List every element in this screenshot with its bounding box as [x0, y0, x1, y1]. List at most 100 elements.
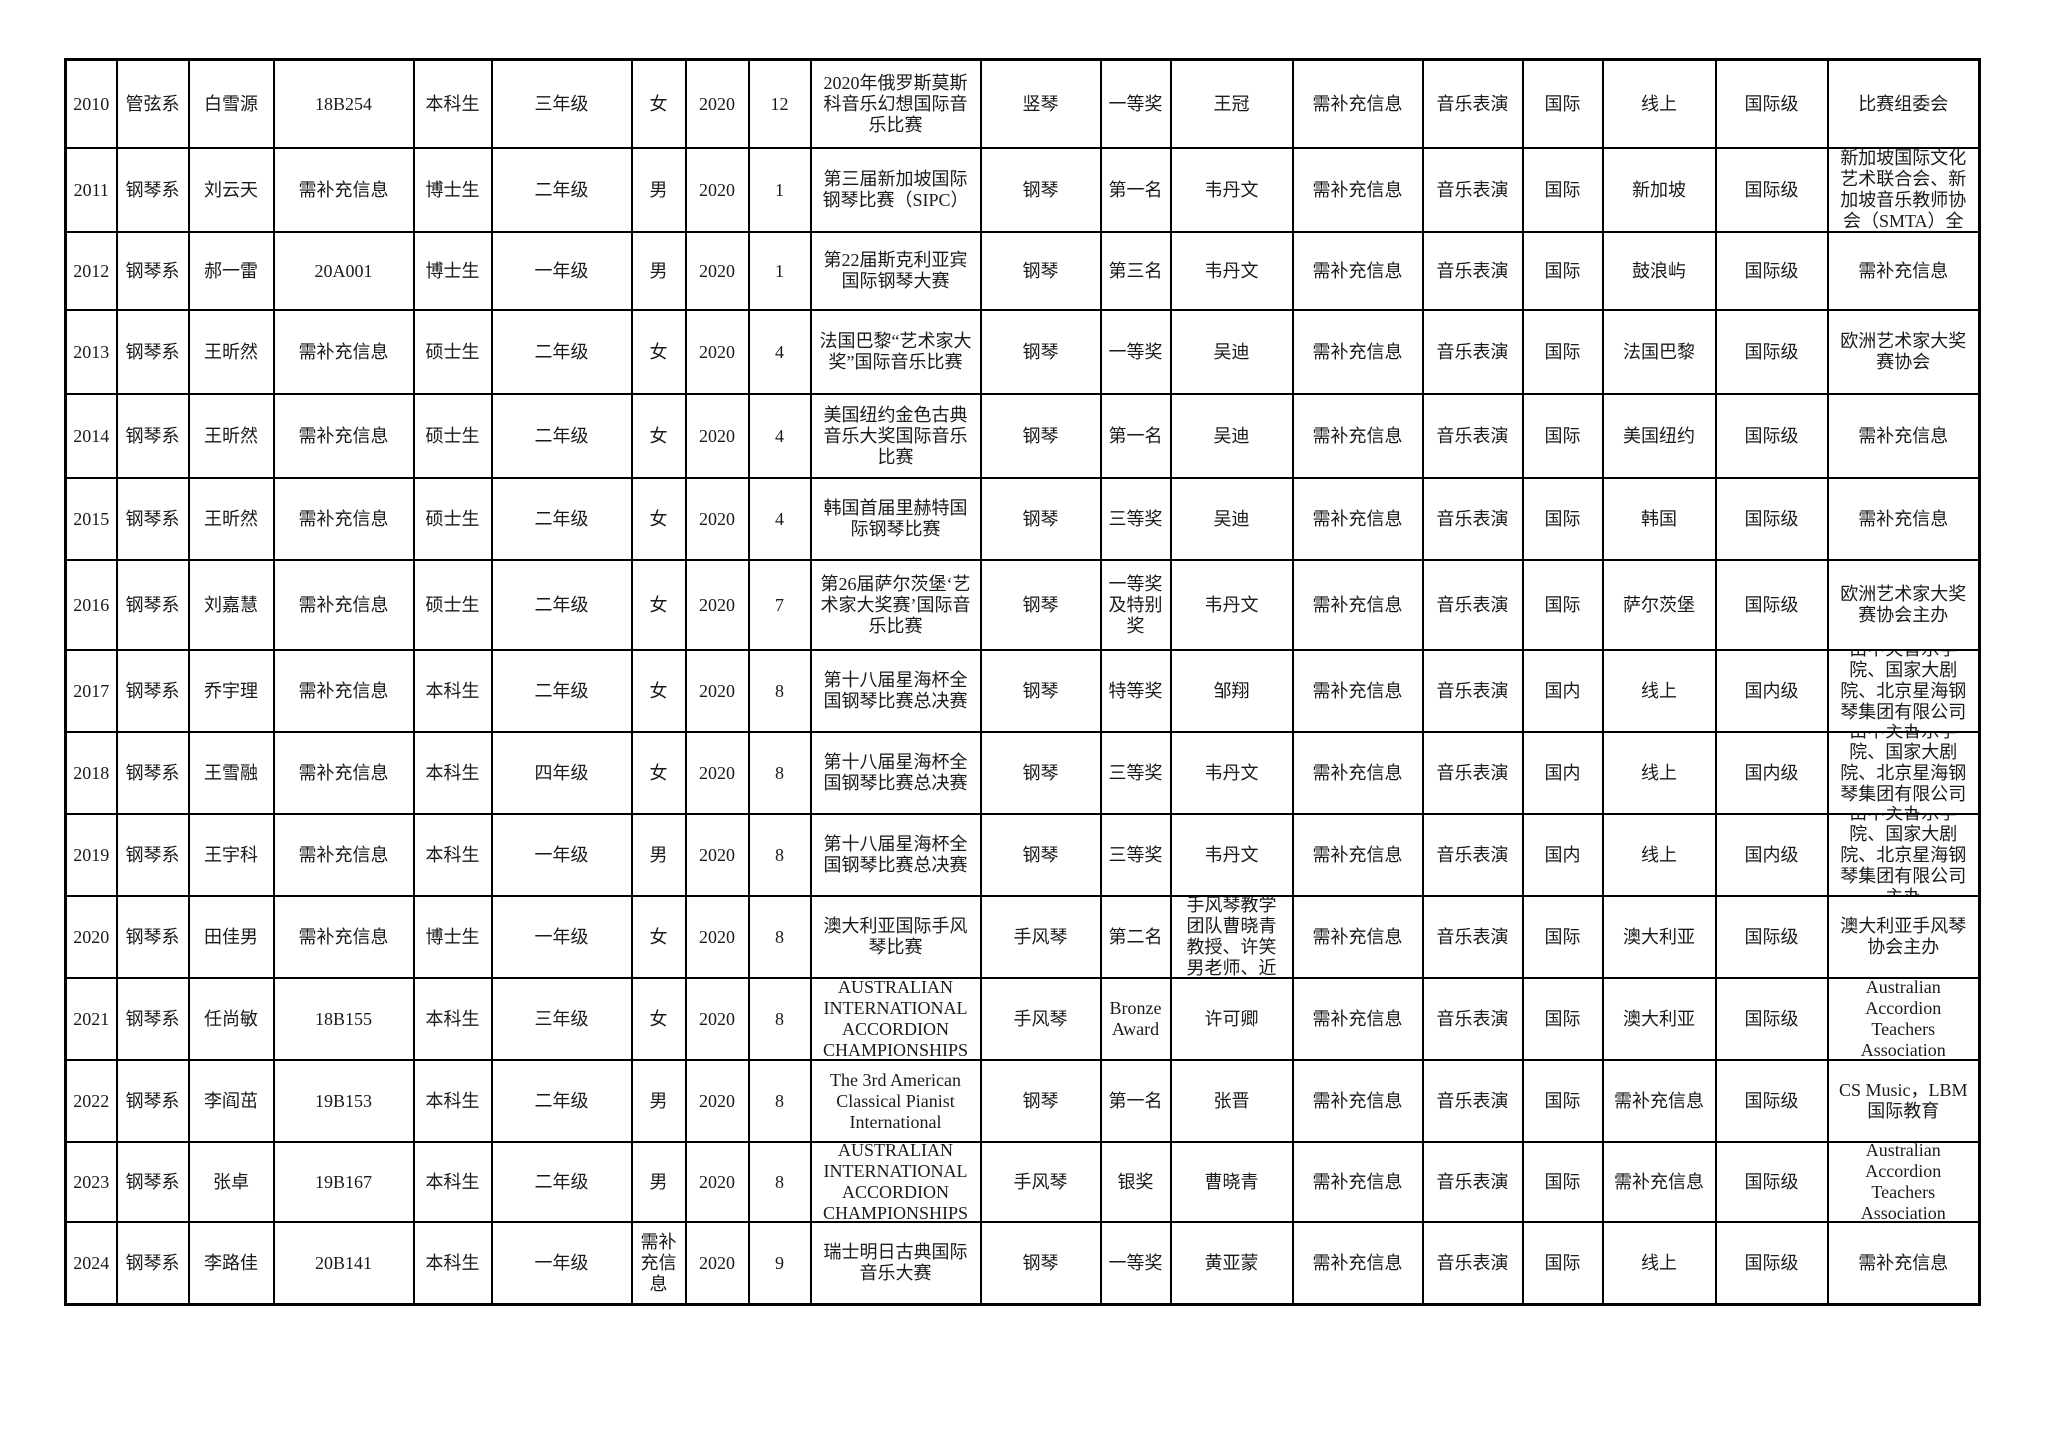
cell-text: 钢琴 — [1022, 1252, 1059, 1273]
cell-location: 线上 — [1601, 58, 1717, 149]
cell-level: 国际级 — [1714, 477, 1829, 561]
cell-organizer: 澳大利亚手风琴协会主办 — [1826, 895, 1981, 979]
cell-grade: 二年级 — [490, 1059, 633, 1143]
cell-text: 国际级 — [1744, 594, 1799, 615]
cell-instrument: 竖琴 — [979, 58, 1102, 149]
cell-year: 2020 — [684, 1059, 750, 1143]
cell-text: 第三名 — [1108, 260, 1163, 281]
cell-text: 博士生 — [425, 926, 480, 947]
cell-text: 吴迪 — [1213, 425, 1250, 446]
cell-name: 王宇科 — [187, 813, 275, 897]
cell-gender: 女 — [630, 477, 687, 561]
cell-text: 手风琴 — [1013, 926, 1068, 947]
cell-year: 2020 — [684, 393, 750, 479]
cell-text: 2023 — [73, 1171, 110, 1192]
cell-scope: 国际 — [1521, 1059, 1604, 1143]
cell-supplement: 需补充信息 — [1291, 1059, 1424, 1143]
cell-text: 音乐表演 — [1436, 594, 1509, 615]
cell-text: 韦丹文 — [1204, 762, 1259, 783]
cell-text: 王冠 — [1213, 93, 1250, 114]
cell-text: 8 — [775, 1090, 784, 1111]
cell-organizer: 欧洲艺术家大奖赛协会主办 — [1826, 559, 1981, 651]
cell-department: 钢琴系 — [115, 1141, 190, 1223]
cell-text: 刘云天 — [204, 179, 258, 200]
cell-gender: 女 — [630, 559, 687, 651]
cell-text: Australian Accordion Teachers Associatio… — [1860, 979, 1946, 1059]
cell-text: 钢琴 — [1022, 341, 1059, 362]
cell-text: 国际级 — [1744, 425, 1799, 446]
cell-text: 女 — [649, 425, 668, 446]
table-row: 2024 钢琴系 李路佳 20B141 本科生 一年级 需补充信息 2020 9 瑞士明日古典国际… — [64, 1221, 1981, 1306]
cell-text: CS Music，LBM 国际教育 — [1838, 1080, 1968, 1121]
cell-text: 2012 — [73, 260, 110, 281]
cell-gender: 男 — [630, 147, 687, 233]
cell-name: 李路佳 — [187, 1221, 275, 1306]
cell-award: 第二名 — [1099, 895, 1172, 979]
cell-text: 王昕然 — [204, 508, 258, 529]
cell-award: 一等奖 — [1099, 58, 1172, 149]
cell-text: 第一名 — [1108, 425, 1163, 446]
cell-name: 王昕然 — [187, 309, 275, 395]
cell-text: 2020 — [699, 179, 735, 200]
cell-teacher: 韦丹文 — [1169, 231, 1294, 311]
cell-text: 需补充信息 — [1858, 508, 1949, 529]
cell-teacher: 黄亚蒙 — [1169, 1221, 1294, 1306]
cell-category: 音乐表演 — [1421, 58, 1524, 149]
award-records-table: 2010 管弦系 白雪源 18B254 本科生 三年级女 2020 12 2020年俄罗斯莫斯科… — [64, 58, 1981, 1306]
cell-text: 第十八届星海杯全国钢琴比赛总决赛 — [823, 752, 968, 793]
cell-text: 2020 — [699, 260, 735, 281]
cell-text: 音乐表演 — [1436, 762, 1509, 783]
cell-gender: 女 — [630, 58, 687, 149]
cell-text: 国际级 — [1744, 926, 1799, 947]
cell-text: 二年级 — [534, 680, 589, 701]
table-row: 2015 钢琴系 王昕然 需补充信息 硕士生 二年级 女 2020 4 韩国首届里赫特国际钢琴比赛… — [64, 477, 1981, 561]
cell-text: 2020 — [699, 341, 735, 362]
cell-text: 音乐表演 — [1436, 341, 1509, 362]
cell-text: 2017 — [73, 680, 110, 701]
cell-category: 音乐表演 — [1421, 309, 1524, 395]
cell-location: 需补充信息 — [1601, 1059, 1717, 1143]
cell-text: 需补充信息 — [298, 926, 389, 947]
cell-year: 2020 — [684, 1221, 750, 1306]
cell-text: 需补充信息 — [1312, 1171, 1403, 1192]
cell-text: 法国巴黎“艺术家大奖”国际音乐比赛 — [819, 331, 972, 372]
cell-text: 硕士生 — [425, 425, 480, 446]
cell-id: 2023 — [64, 1141, 118, 1223]
cell-text: 需补充信息 — [1312, 762, 1403, 783]
cell-text: 韩国首届里赫特国际钢琴比赛 — [823, 498, 968, 539]
table-row: 2010 管弦系 白雪源 18B254 本科生 三年级 女 2020 12 2020年俄罗斯莫斯科… — [64, 58, 1981, 149]
cell-student_id: 18B155 — [272, 977, 415, 1061]
cell-level: 国际级 — [1714, 559, 1829, 651]
cell-gender: 女 — [630, 393, 687, 479]
cell-student_id: 需补充信息 — [272, 309, 415, 395]
cell-text: 国际 — [1544, 1171, 1581, 1192]
cell-supplement: 需补充信息 — [1291, 977, 1424, 1061]
cell-text: 7 — [775, 594, 784, 615]
cell-text: 三等奖 — [1108, 762, 1163, 783]
cell-text: 钢琴系 — [125, 179, 180, 200]
cell-text: 国际级 — [1744, 341, 1799, 362]
cell-scope: 国际 — [1521, 309, 1604, 395]
cell-teacher: 韦丹文 — [1169, 559, 1294, 651]
cell-text: 钢琴系 — [125, 844, 180, 865]
cell-competition: 第十八届星海杯全国钢琴比赛总决赛 — [809, 649, 982, 733]
cell-text: 比赛组委会 — [1858, 93, 1949, 114]
cell-text: 韩国 — [1641, 508, 1677, 529]
cell-supplement: 需补充信息 — [1291, 309, 1424, 395]
cell-text: 2018 — [73, 762, 110, 783]
cell-text: 音乐表演 — [1436, 1171, 1509, 1192]
cell-text: 国内级 — [1744, 762, 1799, 783]
cell-text: 新加坡 — [1632, 179, 1686, 200]
cell-year: 2020 — [684, 895, 750, 979]
cell-text: 需补充信息 — [1312, 508, 1403, 529]
cell-supplement: 需补充信息 — [1291, 231, 1424, 311]
cell-location: 线上 — [1601, 731, 1717, 815]
cell-text: 张卓 — [213, 1171, 249, 1192]
cell-gender: 男 — [630, 1141, 687, 1223]
cell-id: 2019 — [64, 813, 118, 897]
cell-organizer: 欧洲艺术家大奖赛协会 — [1826, 309, 1981, 395]
cell-text: 国际级 — [1744, 93, 1799, 114]
cell-location: 线上 — [1601, 1221, 1717, 1306]
cell-text: 张晋 — [1213, 1090, 1250, 1111]
cell-month: 12 — [747, 58, 812, 149]
